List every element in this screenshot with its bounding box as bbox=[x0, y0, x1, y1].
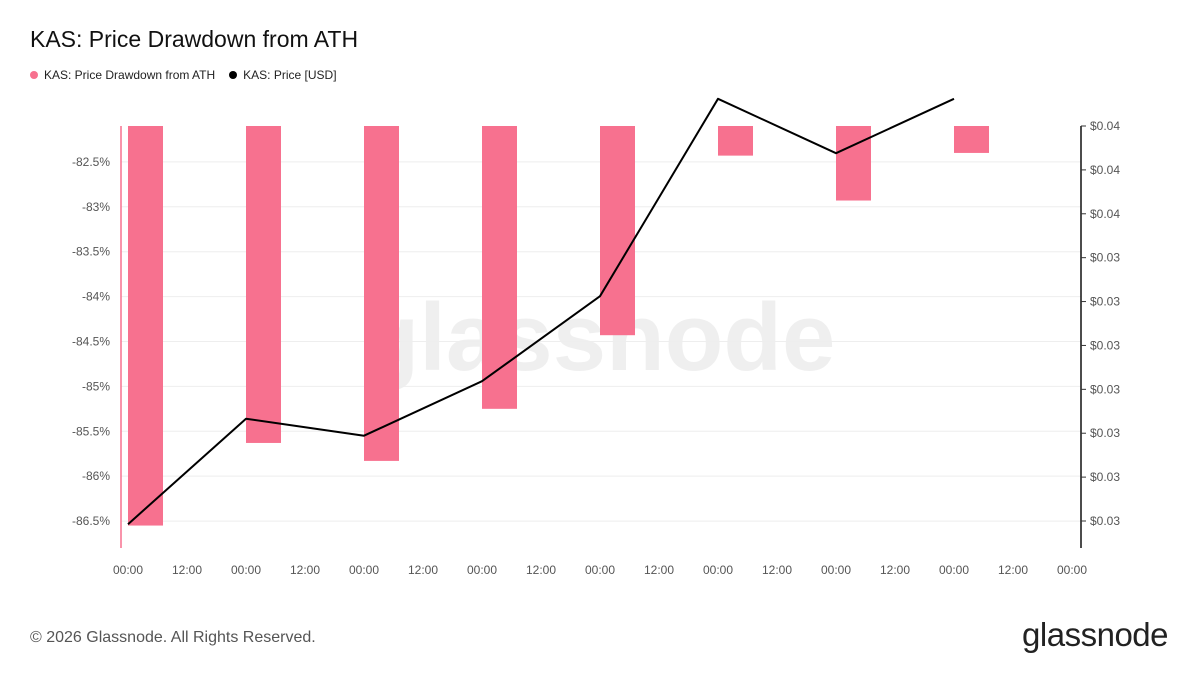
x-tick-label: 12:00 bbox=[172, 563, 202, 577]
x-tick-label: 00:00 bbox=[821, 563, 851, 577]
drawdown-bar bbox=[364, 126, 399, 461]
x-tick-label: 12:00 bbox=[408, 563, 438, 577]
left-tick-label: -86.5% bbox=[72, 514, 110, 528]
x-tick-label: 00:00 bbox=[231, 563, 261, 577]
x-tick-label: 00:00 bbox=[585, 563, 615, 577]
right-axis-ticks: $0.04 $0.04 $0.04 $0.03 $0.03 $0.03 $0.03 $0.03… bbox=[1081, 119, 1120, 528]
right-tick-label: $0.04 bbox=[1090, 163, 1120, 177]
x-axis-ticks: 00:00 12:00 00:00 12:00 00:00 12:00 00:00 12:00… bbox=[113, 563, 1087, 577]
x-tick-label: 12:00 bbox=[880, 563, 910, 577]
legend: KAS: Price Drawdown from ATH KAS: Price … bbox=[30, 68, 337, 82]
copyright: © 2026 Glassnode. All Rights Reserved. bbox=[30, 629, 316, 646]
left-tick-label: -84.5% bbox=[72, 334, 110, 348]
drawdown-bar bbox=[600, 126, 635, 336]
right-tick-label: $0.03 bbox=[1090, 251, 1120, 265]
left-axis-ticks: -82.5% -83% -83.5% -84% -84.5% -85% -85.5% -86%… bbox=[72, 155, 110, 528]
x-tick-label: 12:00 bbox=[290, 563, 320, 577]
right-tick-label: $0.03 bbox=[1090, 382, 1120, 396]
watermark: glassnode bbox=[361, 284, 836, 391]
legend-item-drawdown[interactable]: KAS: Price Drawdown from ATH bbox=[30, 68, 215, 82]
right-tick-label: $0.03 bbox=[1090, 426, 1120, 440]
glassnode-logo: glassnode bbox=[1022, 616, 1168, 653]
price-line-path bbox=[127, 97, 955, 525]
left-tick-label: -84% bbox=[82, 290, 110, 304]
x-tick-label: 12:00 bbox=[644, 563, 674, 577]
right-tick-label: $0.03 bbox=[1090, 338, 1120, 352]
right-tick-label: $0.04 bbox=[1090, 207, 1120, 221]
left-tick-label: -85.5% bbox=[72, 424, 110, 438]
right-tick-label: $0.03 bbox=[1090, 295, 1120, 309]
left-tick-label: -83% bbox=[82, 200, 110, 214]
x-tick-label: 00:00 bbox=[1057, 563, 1087, 577]
x-tick-label: 00:00 bbox=[467, 563, 497, 577]
legend-label-drawdown: KAS: Price Drawdown from ATH bbox=[44, 68, 216, 82]
x-tick-label: 12:00 bbox=[998, 563, 1028, 577]
left-tick-label: -82.5% bbox=[72, 155, 110, 169]
drawdown-bar bbox=[954, 126, 989, 153]
x-tick-label: 00:00 bbox=[939, 563, 969, 577]
left-tick-label: -85% bbox=[82, 379, 110, 393]
x-tick-label: 12:00 bbox=[526, 563, 556, 577]
x-tick-label: 00:00 bbox=[113, 563, 143, 577]
drawdown-bar bbox=[836, 126, 871, 201]
axes bbox=[120, 126, 1082, 548]
right-tick-label: $0.04 bbox=[1090, 119, 1120, 133]
legend-label-price: KAS: Price [USD] bbox=[243, 68, 337, 82]
left-tick-label: -86% bbox=[82, 469, 110, 483]
right-tick-label: $0.03 bbox=[1090, 470, 1120, 484]
drawdown-bar bbox=[128, 126, 163, 526]
bars bbox=[128, 126, 989, 526]
drawdown-bar bbox=[246, 126, 281, 443]
x-tick-label: 00:00 bbox=[703, 563, 733, 577]
chart-title: KAS: Price Drawdown from ATH bbox=[30, 26, 359, 52]
left-tick-label: -83.5% bbox=[72, 245, 110, 259]
drawdown-bar bbox=[718, 126, 753, 156]
x-tick-label: 00:00 bbox=[349, 563, 379, 577]
drawdown-bar bbox=[482, 126, 517, 409]
legend-swatch-price bbox=[229, 71, 238, 79]
legend-swatch-drawdown bbox=[30, 71, 38, 79]
legend-item-price[interactable]: KAS: Price [USD] bbox=[229, 68, 337, 82]
x-tick-label: 12:00 bbox=[762, 563, 792, 577]
right-tick-label: $0.03 bbox=[1090, 514, 1120, 528]
price-line bbox=[127, 97, 955, 525]
